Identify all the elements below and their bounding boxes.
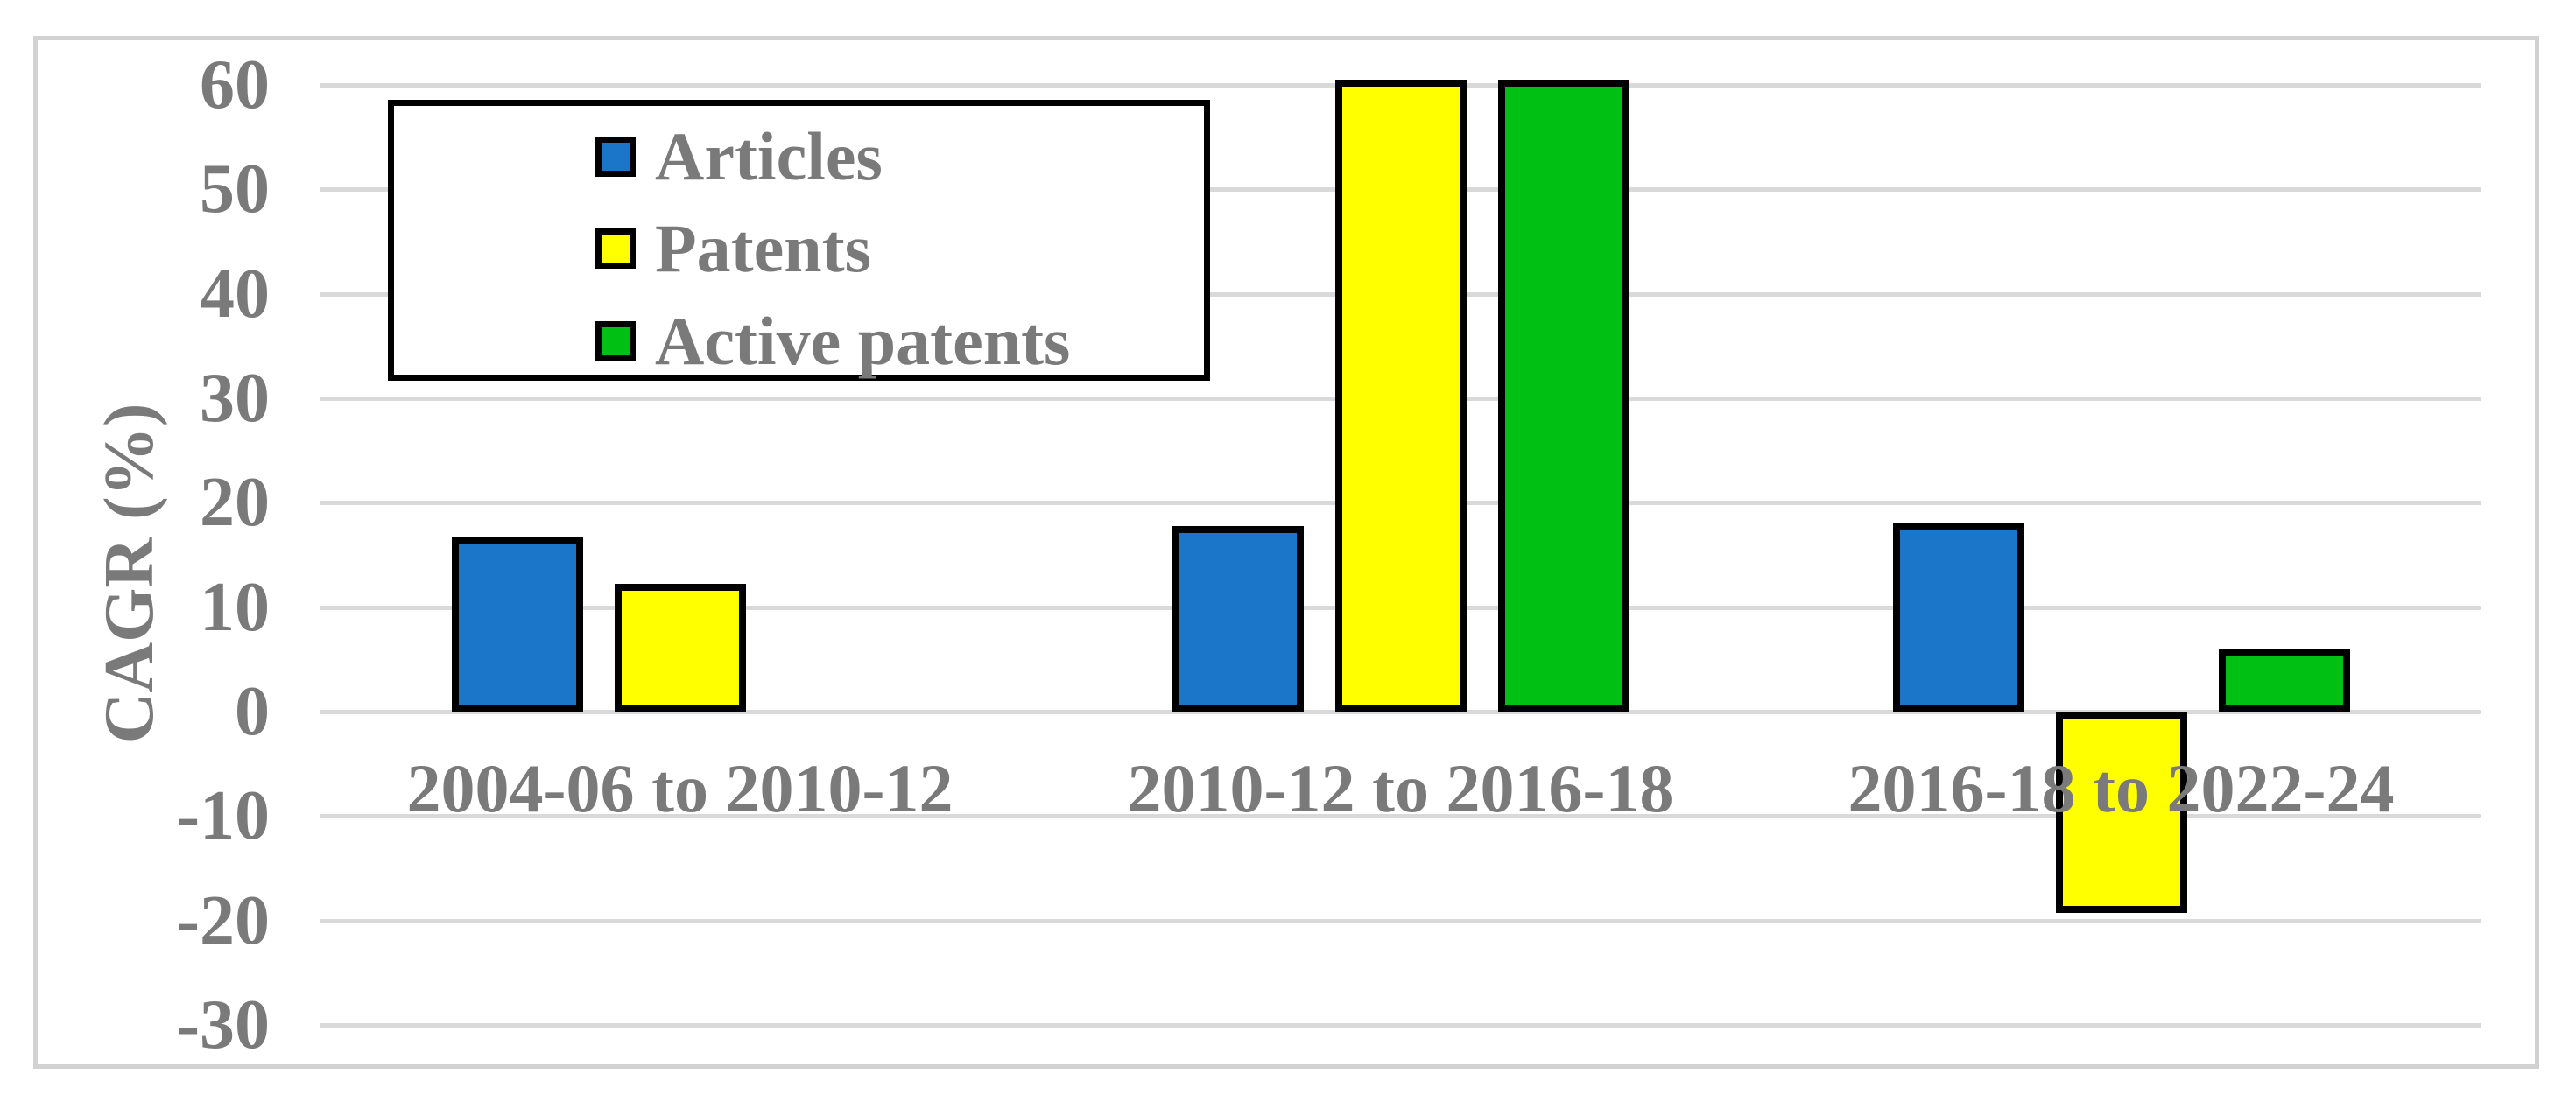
y-tick-label-40: 40 (200, 255, 270, 333)
gridline-y--10 (320, 814, 2481, 819)
bar-patents-cat2 (1334, 80, 1467, 712)
bar-active-patents-cat2 (1497, 80, 1629, 712)
y-tick-label-30: 30 (200, 359, 270, 437)
bar-patents-cat1 (614, 584, 746, 712)
legend-label-active-patents: Active patents (655, 303, 1071, 379)
bar-patents-cat3 (2055, 711, 2187, 914)
legend-label-articles: Articles (655, 118, 883, 194)
y-tick-label-60: 60 (200, 46, 270, 123)
x-category-label-3: 2016-18 to 2022-24 (1848, 750, 2395, 826)
legend-label-patents: Patents (655, 210, 871, 286)
bar-articles-cat2 (1172, 525, 1304, 712)
legend-swatch-active-patents (595, 321, 636, 361)
y-tick-label--30: -30 (176, 986, 270, 1063)
y-tick-label-50: 50 (200, 151, 270, 228)
gridline-y-0 (320, 709, 2481, 714)
y-tick-label-10: 10 (200, 568, 270, 646)
legend-swatch-articles (595, 137, 636, 177)
x-category-label-2: 2010-12 to 2016-18 (1127, 750, 1674, 826)
gridline-y--20 (320, 918, 2481, 923)
legend-swatch-patents (595, 228, 636, 269)
bar-articles-cat1 (451, 537, 583, 712)
legend-box: Articles Patents Active patents (388, 100, 1210, 381)
bar-articles-cat3 (1892, 523, 2024, 712)
gridline-y--30 (320, 1022, 2481, 1028)
y-tick-label--20: -20 (176, 881, 270, 959)
bar-active-patents-cat3 (2218, 649, 2350, 712)
y-axis-title: CAGR (%) (91, 403, 168, 744)
y-tick-label-20: 20 (200, 464, 270, 542)
x-category-label-1: 2004-06 to 2010-12 (406, 750, 954, 826)
y-tick-label-0: 0 (235, 672, 270, 750)
y-tick-label--10: -10 (176, 777, 270, 855)
